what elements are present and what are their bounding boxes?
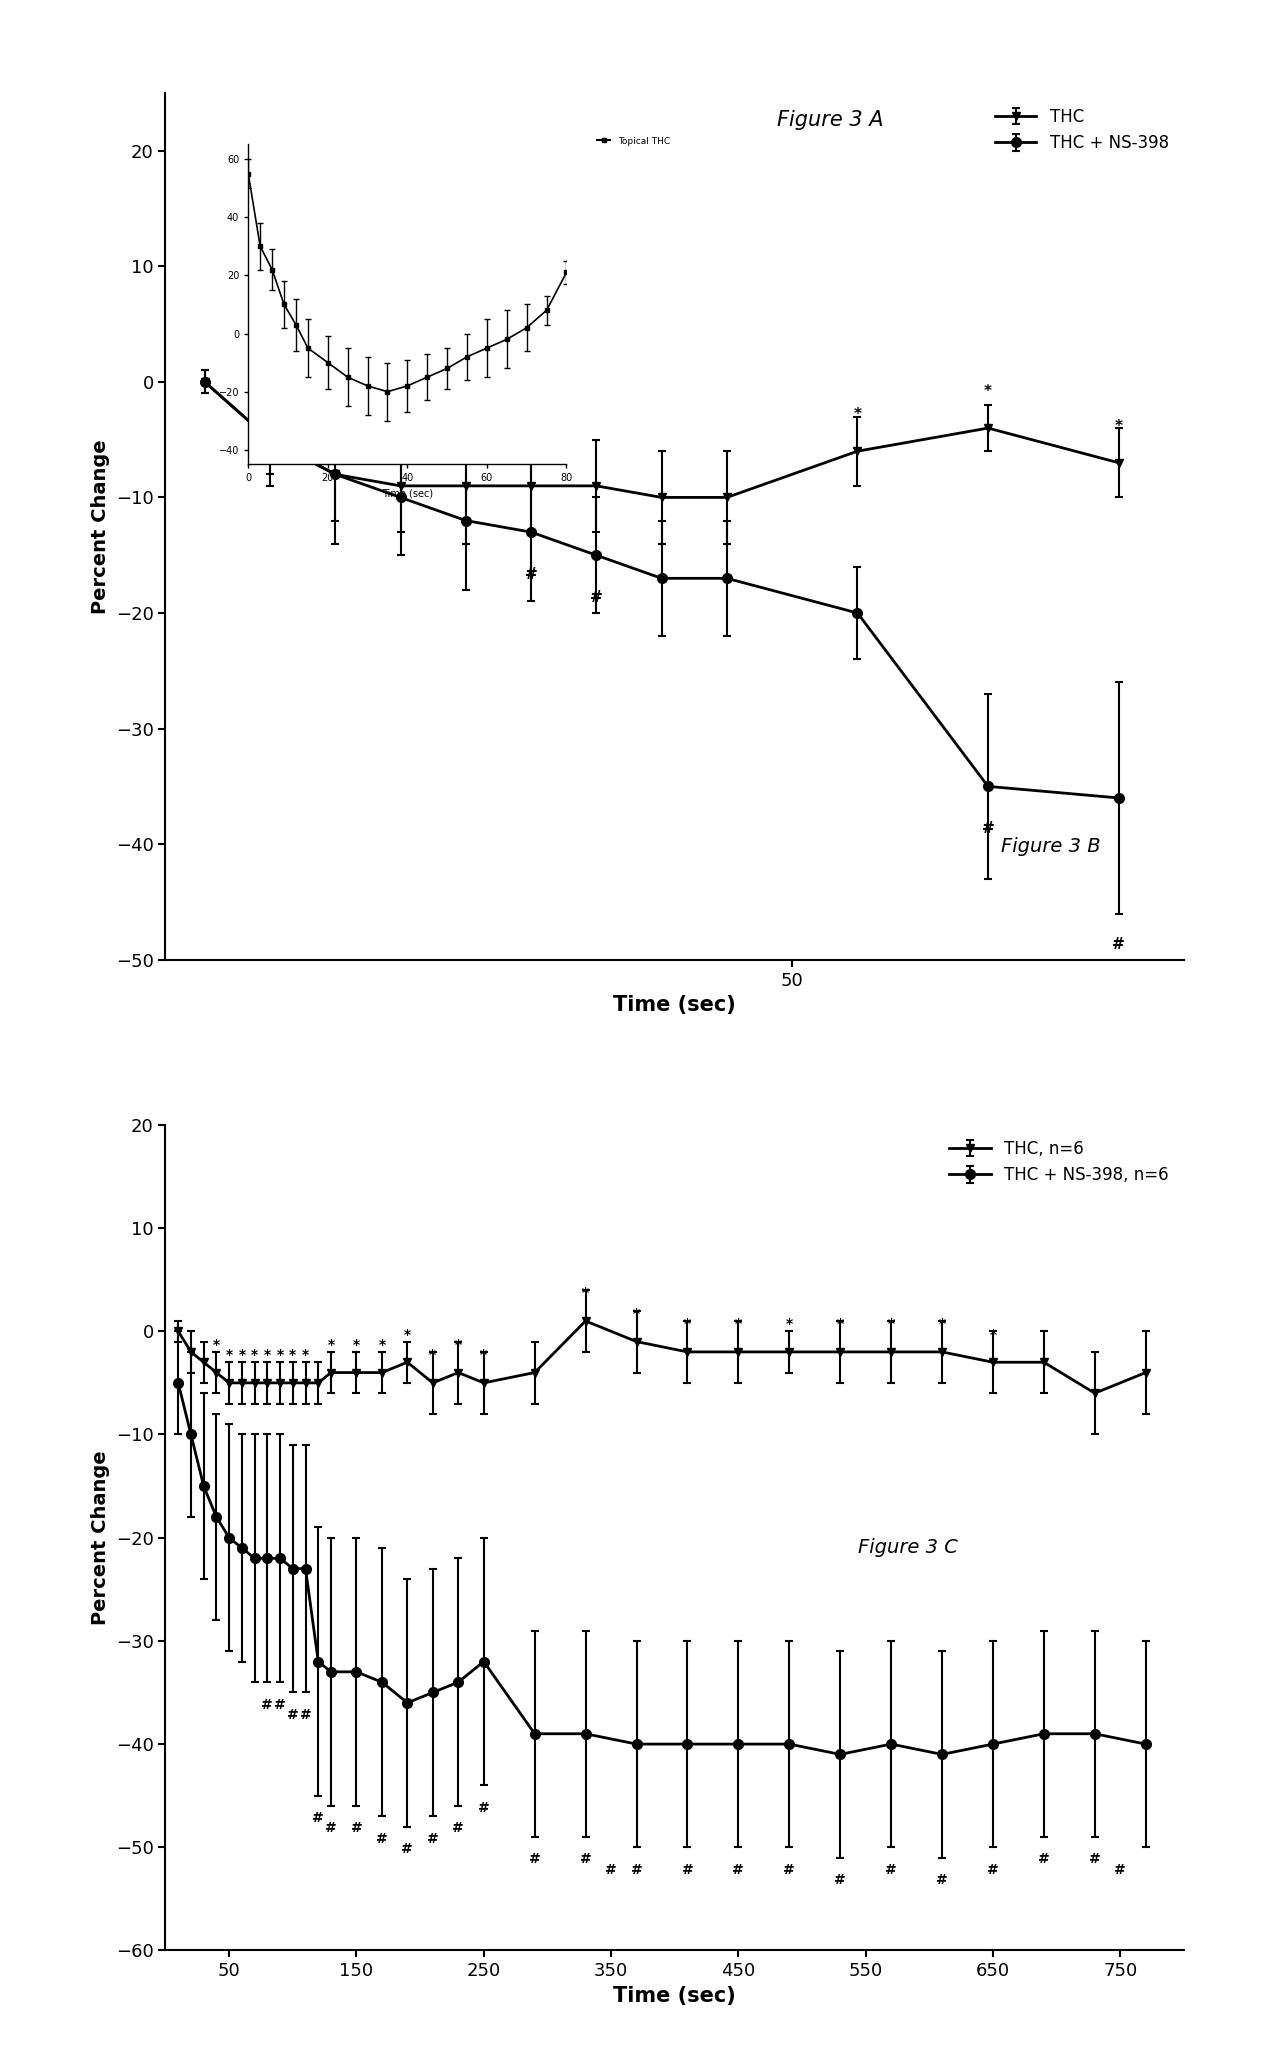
- Text: *: *: [527, 442, 535, 456]
- Text: *: *: [289, 1348, 297, 1362]
- Text: #: #: [981, 821, 994, 836]
- Text: #: #: [325, 1820, 337, 1835]
- Text: #: #: [987, 1862, 999, 1876]
- X-axis label: Time (sec): Time (sec): [614, 1986, 736, 2006]
- Text: #: #: [1037, 1853, 1050, 1866]
- Legend: THC, THC + NS-398: THC, THC + NS-398: [988, 101, 1175, 159]
- Text: #: #: [274, 1697, 286, 1711]
- Text: #: #: [589, 590, 602, 605]
- Text: #: #: [376, 1833, 388, 1845]
- Text: Figure 3 C: Figure 3 C: [858, 1538, 957, 1556]
- Text: *: *: [302, 1348, 309, 1362]
- Text: #: #: [1114, 1862, 1127, 1876]
- Text: #: #: [1113, 937, 1125, 952]
- Text: #: #: [1088, 1853, 1101, 1866]
- Text: *: *: [429, 1348, 437, 1362]
- Text: *: *: [887, 1317, 895, 1331]
- Text: *: *: [836, 1317, 844, 1331]
- Text: *: *: [454, 1337, 462, 1352]
- Text: *: *: [938, 1317, 946, 1331]
- Text: #: #: [834, 1874, 847, 1886]
- Text: #: #: [350, 1820, 363, 1835]
- Text: *: *: [378, 1337, 386, 1352]
- Text: *: *: [213, 1337, 220, 1352]
- Legend: Topical THC: Topical THC: [593, 132, 673, 149]
- Text: *: *: [238, 1348, 246, 1362]
- Text: Figure 3 B: Figure 3 B: [1001, 836, 1100, 857]
- Text: *: *: [984, 384, 992, 398]
- Text: #: #: [681, 1862, 694, 1876]
- Text: #: #: [630, 1862, 643, 1876]
- Text: #: #: [312, 1812, 325, 1825]
- Text: *: *: [396, 442, 405, 456]
- Text: *: *: [1115, 419, 1123, 433]
- Text: *: *: [331, 431, 339, 446]
- Text: *: *: [480, 1348, 488, 1362]
- Text: *: *: [327, 1337, 335, 1352]
- Legend: THC, n=6, THC + NS-398, n=6: THC, n=6, THC + NS-398, n=6: [942, 1133, 1175, 1191]
- Text: #: #: [732, 1862, 745, 1876]
- Text: *: *: [989, 1327, 997, 1342]
- Text: #: #: [528, 1853, 541, 1866]
- Text: *: *: [251, 1348, 258, 1362]
- Text: *: *: [462, 442, 470, 456]
- Text: #: #: [261, 1697, 274, 1711]
- Text: *: *: [633, 1307, 640, 1321]
- Text: *: *: [735, 1317, 742, 1331]
- Y-axis label: Percent Change: Percent Change: [92, 440, 111, 613]
- Text: #: #: [401, 1841, 414, 1856]
- Text: *: *: [404, 1327, 411, 1342]
- Text: *: *: [853, 407, 862, 423]
- Text: #: #: [605, 1862, 617, 1876]
- Text: *: *: [353, 1337, 360, 1352]
- Text: #: #: [452, 1820, 465, 1835]
- Text: *: *: [276, 1348, 284, 1362]
- Text: *: *: [785, 1317, 793, 1331]
- Text: #: #: [286, 1709, 299, 1721]
- Text: Figure 3 A: Figure 3 A: [777, 109, 883, 130]
- Text: #: #: [477, 1800, 490, 1814]
- Text: *: *: [266, 396, 274, 411]
- Y-axis label: Percent Change: Percent Change: [92, 1451, 111, 1624]
- Text: *: *: [225, 1348, 233, 1362]
- Text: *: *: [264, 1348, 271, 1362]
- Text: #: #: [885, 1862, 897, 1876]
- Text: #: #: [579, 1853, 592, 1866]
- Text: #: #: [299, 1709, 312, 1721]
- Text: #: #: [936, 1874, 948, 1886]
- Text: #: #: [783, 1862, 796, 1876]
- Text: *: *: [684, 1317, 691, 1331]
- X-axis label: Time (sec): Time (sec): [382, 489, 433, 499]
- X-axis label: Time (sec): Time (sec): [614, 995, 736, 1015]
- Text: *: *: [582, 1286, 589, 1300]
- Text: #: #: [426, 1833, 439, 1845]
- Text: #: #: [524, 568, 537, 582]
